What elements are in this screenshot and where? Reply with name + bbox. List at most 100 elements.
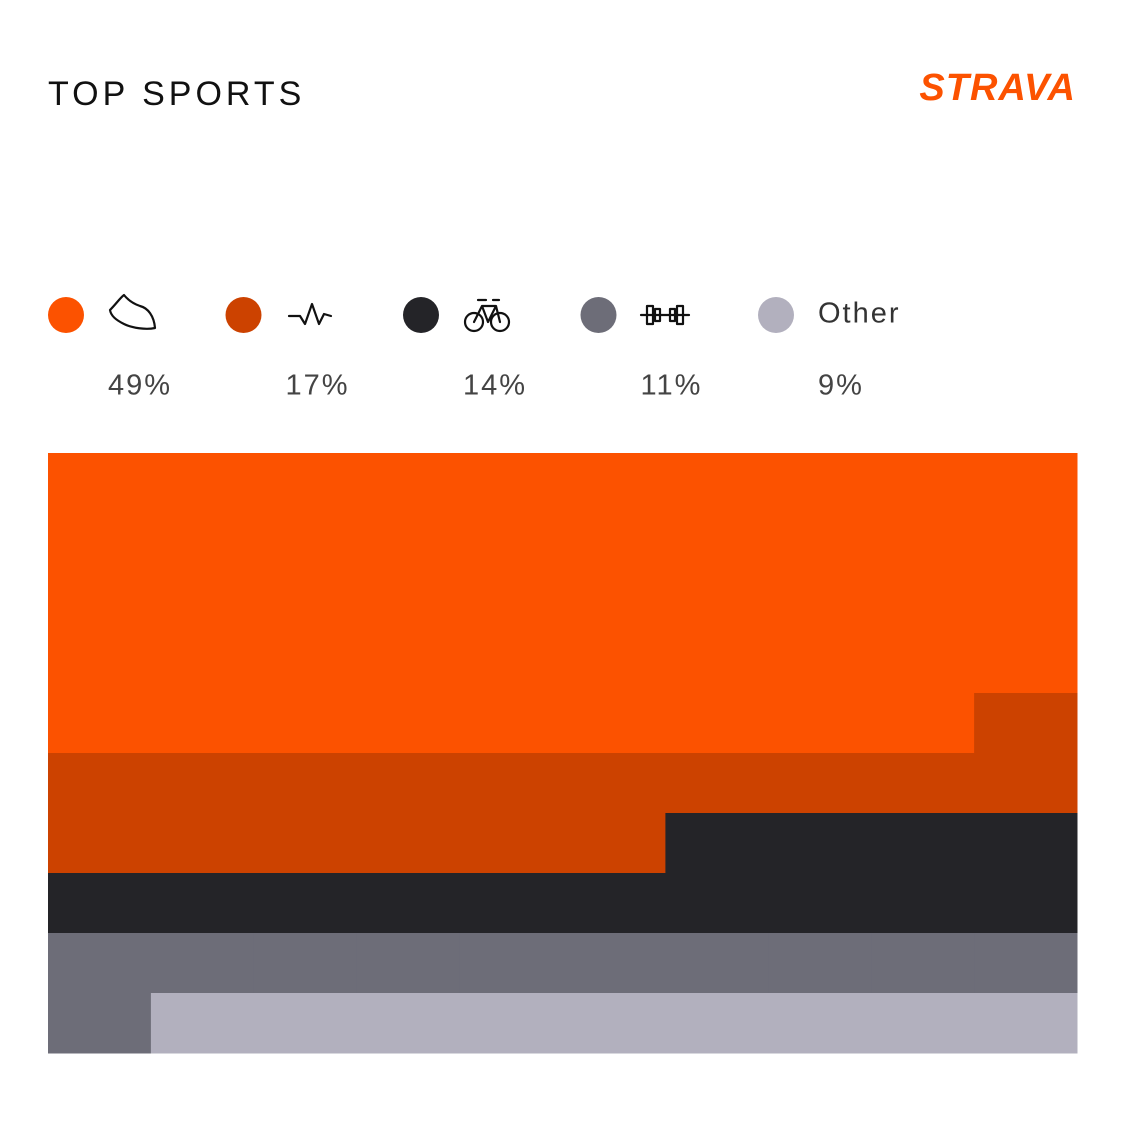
waffle-cell xyxy=(48,933,152,994)
waffle-cell xyxy=(871,933,975,994)
waffle-cell xyxy=(253,993,358,1054)
waffle-cell xyxy=(665,993,769,1054)
legend-swatch xyxy=(48,297,84,333)
brand-logo: STRAVA xyxy=(919,67,1076,109)
waffle-cell xyxy=(253,693,358,754)
waffle-cell xyxy=(48,693,152,754)
waffle-cell xyxy=(665,813,769,874)
value-label: 14% xyxy=(463,370,527,402)
legend-swatch xyxy=(758,297,794,333)
waffle-cell xyxy=(562,933,666,994)
waffle-cell xyxy=(974,753,1078,814)
waffle-cell xyxy=(356,873,461,934)
waffle-cell xyxy=(768,573,872,634)
waffle-cell xyxy=(871,573,975,634)
waffle-cell xyxy=(356,813,461,874)
waffle-cell xyxy=(356,993,461,1054)
waffle-cell xyxy=(562,633,666,694)
waffle-cell xyxy=(974,453,1078,514)
waffle-cell xyxy=(253,633,358,694)
waffle-cell xyxy=(356,573,461,634)
chart-title: TOP SPORTS xyxy=(48,75,305,113)
waffle-cell xyxy=(562,513,666,574)
waffle-cell xyxy=(459,573,563,634)
waffle-cell xyxy=(871,813,975,874)
waffle-cell xyxy=(768,693,872,754)
waffle-cell xyxy=(356,513,461,574)
waffle-cell xyxy=(562,453,666,514)
value-label: 49% xyxy=(108,370,172,402)
waffle-cell xyxy=(150,753,255,814)
waffle-cell xyxy=(356,453,461,514)
waffle-cell xyxy=(253,453,358,514)
waffle-cell xyxy=(665,753,769,814)
waffle-cell xyxy=(48,993,152,1054)
waffle-cell xyxy=(48,573,152,634)
waffle-cell xyxy=(150,873,255,934)
waffle-cell xyxy=(459,513,563,574)
waffle-cell xyxy=(356,753,461,814)
waffle-cell xyxy=(48,873,152,934)
waffle-cell xyxy=(562,573,666,634)
waffle-cell xyxy=(974,573,1078,634)
waffle-cell xyxy=(768,813,872,874)
ride-icon xyxy=(463,298,511,333)
waffle-cell xyxy=(48,453,152,514)
waffle-cell xyxy=(974,813,1078,874)
waffle-cell xyxy=(150,813,255,874)
waffle-cell xyxy=(871,693,975,754)
waffle-cell xyxy=(150,693,255,754)
waffle-cell xyxy=(974,633,1078,694)
waffle-cell xyxy=(48,813,152,874)
waffle-cell xyxy=(150,573,255,634)
waffle-cell xyxy=(768,453,872,514)
waffle-cell xyxy=(253,873,358,934)
waffle-cell xyxy=(665,453,769,514)
legend-swatch xyxy=(225,297,262,333)
waffle-cell xyxy=(768,933,872,994)
waffle-cell xyxy=(665,873,769,934)
waffle-cell xyxy=(768,873,872,934)
waffle-cell xyxy=(562,753,666,814)
value-label: 9% xyxy=(818,370,864,402)
waffle-cell xyxy=(562,813,666,874)
waffle-cell xyxy=(150,513,255,574)
waffle-cell xyxy=(974,993,1078,1054)
waffle-cell xyxy=(150,453,255,514)
waffle-cell xyxy=(562,693,666,754)
waffle-cell xyxy=(665,633,769,694)
waffle-cell xyxy=(768,633,872,694)
waffle-cell xyxy=(150,933,255,994)
activity-icon xyxy=(287,302,333,326)
waffle-cell xyxy=(356,633,461,694)
waffle-cell xyxy=(562,993,666,1054)
waffle-cell xyxy=(768,753,872,814)
legend-icons xyxy=(108,293,691,333)
legend-swatch xyxy=(580,297,617,333)
waffle-cell xyxy=(459,993,563,1054)
waffle-cell xyxy=(459,753,563,814)
waffle-cell xyxy=(768,513,872,574)
waffle-cell xyxy=(665,693,769,754)
waffle-cell xyxy=(459,453,563,514)
value-label: 17% xyxy=(286,370,350,402)
waffle-cell xyxy=(356,693,461,754)
waffle-cell xyxy=(665,573,769,634)
waffle-cell xyxy=(253,813,358,874)
waffle-cell xyxy=(871,453,975,514)
weights-icon xyxy=(639,304,691,326)
waffle-cell xyxy=(974,873,1078,934)
waffle-cell xyxy=(459,873,563,934)
waffle-cell xyxy=(974,513,1078,574)
waffle-cell xyxy=(974,693,1078,754)
run-icon xyxy=(108,293,157,330)
waffle-cell xyxy=(48,513,152,574)
waffle-cell xyxy=(48,633,152,694)
waffle-cell xyxy=(459,693,563,754)
waffle-cell xyxy=(253,513,358,574)
waffle-cell xyxy=(150,633,255,694)
waffle-cell xyxy=(253,573,358,634)
value-label: 11% xyxy=(641,370,703,402)
waffle-cell xyxy=(459,813,563,874)
